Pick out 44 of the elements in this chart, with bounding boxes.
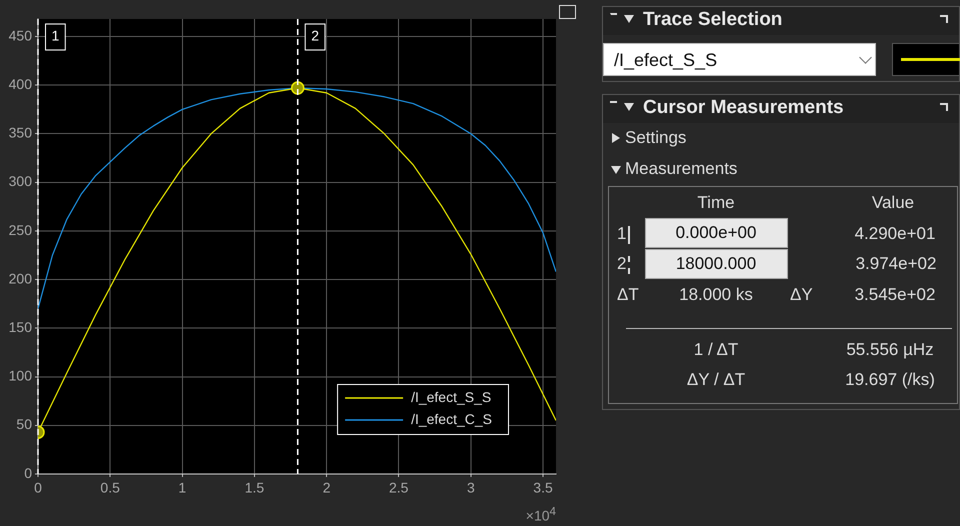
text: 3.545e+02: [854, 285, 936, 305]
text: 1 / ΔT: [694, 340, 738, 360]
x-tick-label: 3: [466, 479, 475, 496]
text: ΔY: [790, 285, 813, 305]
text: 18.000 ks: [679, 285, 753, 305]
text: Trace Selection: [643, 9, 782, 31]
text: Value: [872, 193, 914, 213]
x-tick-label: 2.5: [388, 479, 409, 496]
x-tick-label: 0: [34, 479, 42, 496]
text: /I_efect_S_S: [614, 50, 718, 71]
text: Settings: [625, 128, 686, 148]
text: Measurements: [625, 159, 738, 179]
y-tick-label: 150: [8, 319, 32, 336]
y-tick-label: 400: [8, 76, 32, 92]
x-tick-label: 2: [322, 479, 331, 496]
y-tick-label: 450: [8, 27, 32, 44]
annotation: 2: [311, 27, 320, 44]
legend-label: /I_efect_C_S: [411, 410, 492, 427]
y-tick-label: 250: [8, 222, 32, 238]
annotation: 1: [51, 27, 60, 44]
text: ΔY / ΔT: [686, 370, 746, 390]
y-tick-label: 0: [24, 464, 32, 481]
text: Cursor Measurements: [643, 97, 844, 119]
text: 1: [617, 224, 626, 244]
x-tick-label: 1.5: [244, 479, 264, 496]
x-tick-label: 0.5: [100, 479, 120, 496]
y-tick-label: 50: [16, 416, 32, 432]
y-tick-label: 350: [8, 124, 32, 141]
text: ΔT: [617, 285, 639, 305]
text: 19.697 (/ks): [845, 370, 935, 390]
text: 3.974e+02: [856, 254, 936, 274]
text: 4.290e+01: [854, 224, 936, 244]
text: 2: [617, 254, 626, 274]
y-tick-label: 100: [8, 368, 32, 384]
y-tick-label: 200: [8, 270, 32, 286]
text: 55.556 µHz: [846, 340, 934, 360]
text: ×10$^{4}$: [526, 505, 556, 524]
x-tick-label: 1: [178, 479, 186, 496]
text: Time: [697, 193, 735, 213]
y-tick-label: 300: [8, 173, 32, 190]
text: 18000.000: [676, 254, 756, 274]
legend-label: /I_efect_S_S: [411, 388, 492, 405]
text: 0.000e+00: [676, 223, 756, 243]
x-tick-label: 3.5: [533, 479, 553, 496]
